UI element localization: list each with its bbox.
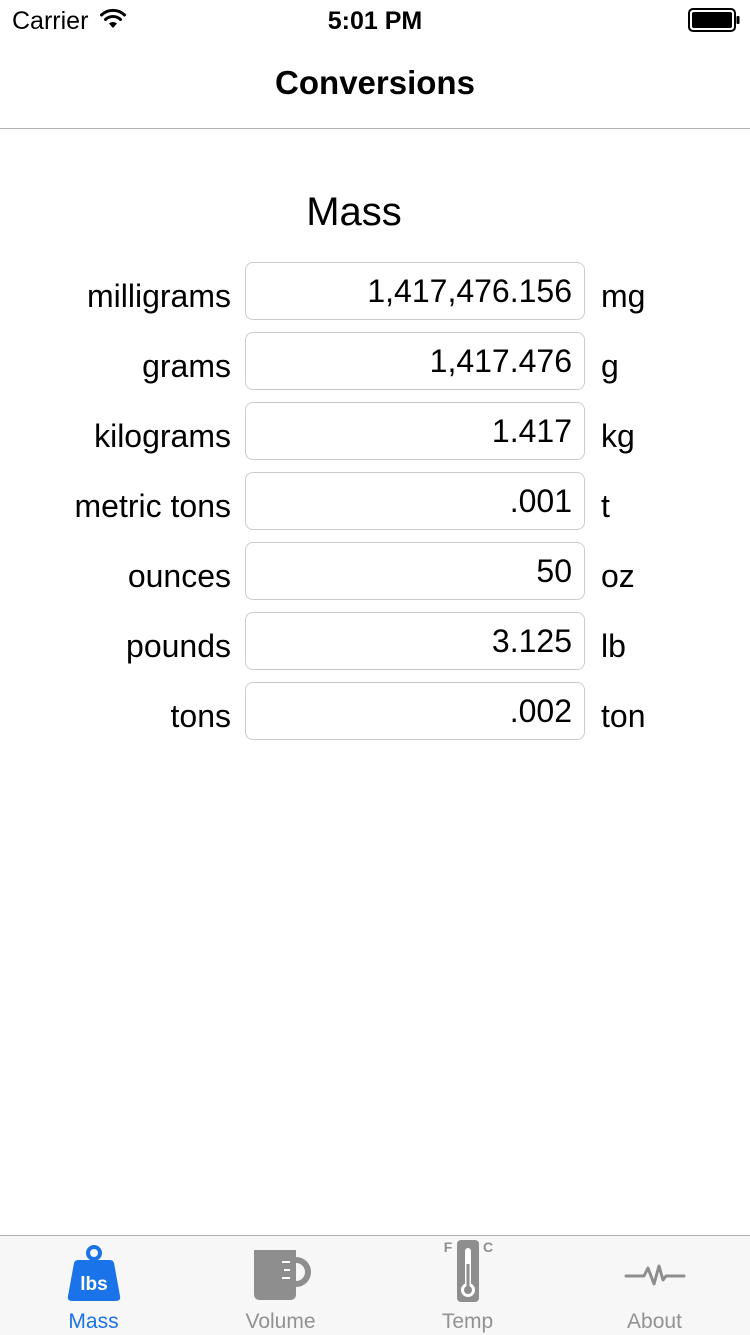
tab-label: Mass [68,1310,119,1333]
unit-name-label: tons [170,698,231,734]
pulse-icon [624,1264,685,1286]
tab-label: Temp [441,1310,494,1333]
unit-abbr-label: t [601,488,610,524]
kilograms-field[interactable]: 1.417 [245,402,585,460]
battery-icon [688,8,740,32]
status-bar: Carrier 5:01 PM [0,0,750,40]
milligrams-field[interactable]: 1,417,476.156 [245,262,585,320]
unit-abbr-label: oz [601,558,635,594]
tab-label: Volume [245,1310,316,1333]
conversion-row-tons: tons .002 ton [0,682,750,742]
conversion-row-pounds: pounds 3.125 lb [0,612,750,672]
unit-name-label: metric tons [74,488,231,524]
unit-name-label: ounces [127,558,231,594]
weight-icon: lbs [67,1245,120,1301]
svg-text:lbs: lbs [80,1274,107,1295]
svg-text:C: C [482,1239,492,1255]
unit-abbr-label: lb [601,628,626,664]
unit-abbr-label: g [601,348,619,384]
conversion-row-metric-tons: metric tons .001 t [0,472,750,532]
tons-field[interactable]: .002 [245,682,585,740]
unit-name-label: grams [142,348,231,384]
status-time: 5:01 PM [327,7,423,35]
conversion-row-ounces: ounces 50 oz [0,542,750,602]
tab-mass[interactable]: lbs Mass [0,1236,187,1335]
pounds-field[interactable]: 3.125 [245,612,585,670]
ounces-field[interactable]: 50 [245,542,585,600]
conversion-row-kilograms: kilograms 1.417 kg [0,402,750,462]
unit-abbr-label: ton [601,698,646,734]
tab-volume[interactable]: Volume [187,1236,374,1335]
page-title: Conversions [275,64,475,101]
unit-abbr-label: mg [601,278,646,314]
wifi-icon [100,8,126,28]
metric-tons-field[interactable]: .001 [245,472,585,530]
mug-icon [253,1250,311,1300]
conversion-row-grams: grams 1,417.476 g [0,332,750,392]
svg-text:F: F [443,1239,452,1255]
tab-about[interactable]: About [561,1236,748,1335]
unit-name-label: milligrams [87,278,231,314]
tab-label: About [627,1310,682,1333]
tab-bar: lbs Mass Volume F C Temp About [0,1235,750,1335]
unit-abbr-label: kg [601,418,635,454]
conversion-row-milligrams: milligrams 1,417,476.156 mg [0,262,750,322]
tab-temp[interactable]: F C Temp [374,1236,561,1335]
grams-field[interactable]: 1,417.476 [245,332,585,390]
unit-name-label: pounds [126,628,231,664]
section-title: Mass [306,190,402,234]
thermometer-icon: F C [443,1239,493,1302]
unit-name-label: kilograms [94,418,231,454]
navigation-bar: Conversions [0,40,750,129]
carrier-label: Carrier [12,7,89,35]
